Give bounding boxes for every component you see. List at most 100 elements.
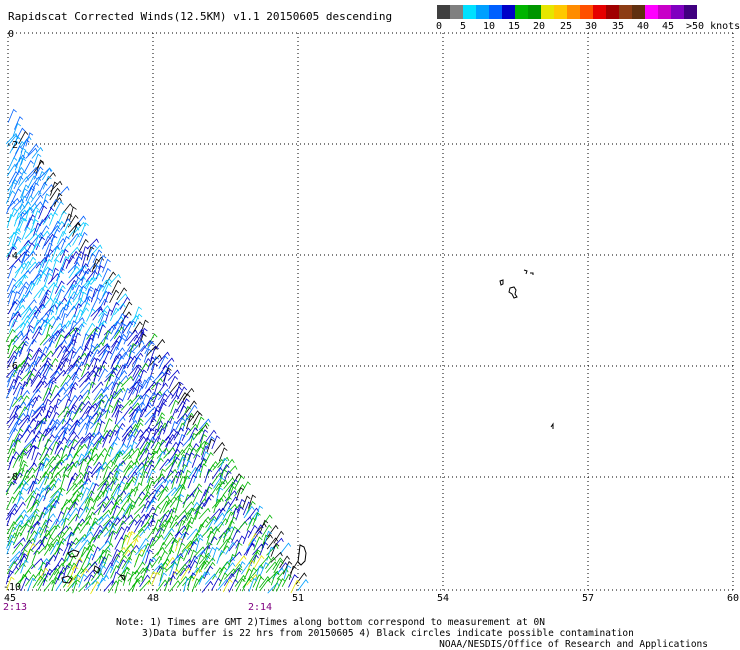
wind-barb bbox=[30, 508, 40, 522]
wind-barb bbox=[222, 578, 233, 593]
wind-barb bbox=[56, 358, 69, 370]
wind-barb bbox=[169, 580, 181, 593]
wind-barb bbox=[139, 436, 151, 450]
wind-barb bbox=[18, 274, 29, 288]
wind-barb bbox=[193, 469, 202, 484]
wind-barb bbox=[85, 269, 98, 282]
legend-label: 45 bbox=[662, 21, 675, 32]
wind-barb bbox=[53, 459, 65, 472]
wind-barb bbox=[80, 515, 92, 527]
wind-barb bbox=[73, 493, 82, 509]
wind-barb bbox=[72, 232, 83, 246]
wind-barb bbox=[163, 415, 175, 429]
wind-barb bbox=[259, 555, 272, 568]
wind-barb bbox=[133, 519, 145, 533]
wind-barb bbox=[120, 514, 134, 526]
wind-barb bbox=[146, 480, 156, 495]
wind-barb bbox=[84, 322, 96, 336]
wind-barb bbox=[95, 461, 108, 474]
wind-barb bbox=[157, 416, 165, 431]
wind-barb bbox=[96, 284, 105, 299]
wind-barb bbox=[150, 408, 160, 423]
wind-barb bbox=[19, 519, 32, 532]
wind-barb bbox=[170, 471, 182, 484]
wind-barb bbox=[121, 429, 134, 442]
wind-barb bbox=[192, 489, 203, 503]
wind-barb bbox=[5, 328, 16, 343]
wind-barb bbox=[15, 555, 27, 568]
wind-barb bbox=[68, 350, 77, 365]
wind-barb bbox=[25, 256, 36, 270]
wind-barb bbox=[9, 421, 20, 435]
wind-barb bbox=[38, 284, 48, 299]
wind-barb bbox=[85, 561, 98, 573]
wind-barb bbox=[132, 352, 144, 365]
wind-barb bbox=[132, 374, 142, 388]
wind-barb bbox=[55, 578, 67, 592]
wind-barb bbox=[109, 424, 120, 438]
wind-barb bbox=[20, 559, 29, 574]
wind-barb bbox=[122, 301, 133, 315]
wind-barb bbox=[14, 401, 27, 414]
wind-barb bbox=[32, 222, 42, 237]
wind-barb bbox=[71, 367, 82, 381]
wind-barb bbox=[195, 440, 207, 453]
wind-barb bbox=[235, 578, 246, 592]
wind-barb bbox=[8, 427, 18, 441]
wind-barb bbox=[20, 188, 28, 203]
wind-barb bbox=[104, 370, 117, 383]
wind-barb bbox=[96, 577, 106, 591]
wind-barb bbox=[31, 146, 44, 159]
wind-barb bbox=[157, 365, 169, 378]
wind-barb bbox=[158, 351, 170, 364]
wind-barb bbox=[188, 560, 198, 574]
wind-barb bbox=[79, 496, 91, 509]
y-tick-label: 0 bbox=[8, 29, 14, 40]
wind-barb bbox=[56, 345, 68, 359]
wind-barb bbox=[138, 447, 150, 461]
wind-barb bbox=[50, 541, 61, 555]
wind-barb bbox=[48, 454, 61, 466]
wind-barb bbox=[80, 301, 91, 316]
wind-barb bbox=[152, 473, 165, 485]
wind-barb bbox=[74, 401, 86, 415]
wind-barb bbox=[18, 170, 27, 185]
wind-barb bbox=[25, 206, 34, 221]
wind-barb bbox=[17, 573, 27, 588]
wind-barb bbox=[181, 417, 191, 432]
wind-barb bbox=[102, 465, 112, 480]
wind-barb bbox=[27, 501, 40, 513]
wind-barb bbox=[207, 536, 218, 550]
wind-barb bbox=[14, 274, 27, 286]
wind-barb bbox=[139, 327, 148, 342]
wind-barb bbox=[54, 398, 62, 413]
wind-barb bbox=[105, 373, 115, 388]
wind-barb bbox=[20, 378, 33, 390]
wind-barb bbox=[38, 295, 49, 309]
wind-barb bbox=[97, 495, 110, 507]
wind-barb bbox=[204, 542, 213, 557]
wind-barb bbox=[13, 212, 23, 227]
wind-barb bbox=[25, 548, 34, 563]
wind-barb bbox=[26, 282, 36, 297]
note-line: Note: 1) Times are GMT 2)Times along bot… bbox=[116, 617, 545, 628]
wind-barb bbox=[74, 536, 86, 549]
wind-barb bbox=[31, 406, 44, 418]
wind-barb bbox=[114, 303, 126, 316]
wind-barb bbox=[20, 577, 30, 592]
wind-barb bbox=[19, 452, 28, 467]
wind-barb bbox=[42, 504, 52, 519]
wind-barb bbox=[20, 184, 30, 199]
wind-barb bbox=[203, 482, 214, 497]
wind-barb bbox=[152, 519, 162, 534]
wind-barb bbox=[247, 524, 258, 539]
wind-barb bbox=[85, 404, 95, 419]
wind-barb bbox=[240, 481, 251, 495]
wind-barb bbox=[86, 553, 95, 568]
wind-barb bbox=[168, 375, 178, 390]
wind-barb bbox=[61, 426, 70, 442]
wind-barb bbox=[57, 230, 67, 245]
wind-barb bbox=[25, 147, 38, 159]
wind-barb bbox=[7, 197, 20, 209]
wind-barb bbox=[56, 537, 67, 552]
